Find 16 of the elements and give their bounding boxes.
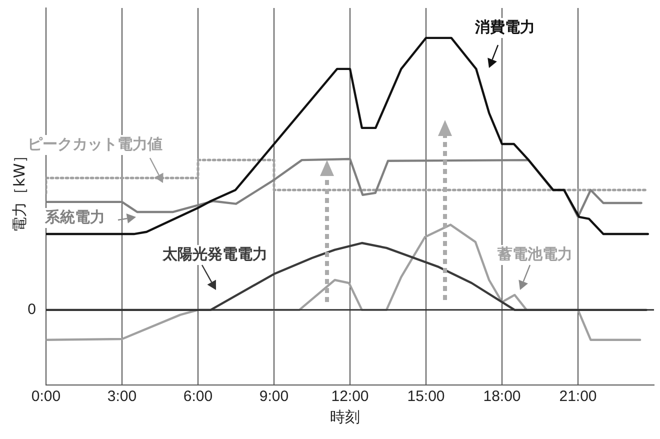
x-tick-label: 12:00	[331, 388, 369, 406]
x-tick-label: 15:00	[407, 388, 445, 406]
x-tick-label: 0:00	[31, 388, 61, 406]
x-tick-label: 18:00	[483, 388, 521, 406]
x-tick-label: 6:00	[183, 388, 213, 406]
text: 0	[28, 301, 36, 318]
x-tick-label: 9:00	[259, 388, 289, 406]
series-label: ピークカット電力値	[28, 134, 162, 153]
series-label: 消費電力	[474, 18, 535, 36]
x-axis-title: 時刻	[330, 408, 360, 427]
y-axis-title: 電力［kW］	[10, 148, 30, 232]
x-tick-label: 21:00	[559, 388, 597, 406]
x-tick-label: 3:00	[107, 388, 137, 406]
legend-label: 系統電力	[44, 208, 105, 226]
series-label: 太陽光発電電力	[162, 244, 268, 263]
series-label: 蓄電池電力	[496, 244, 572, 263]
